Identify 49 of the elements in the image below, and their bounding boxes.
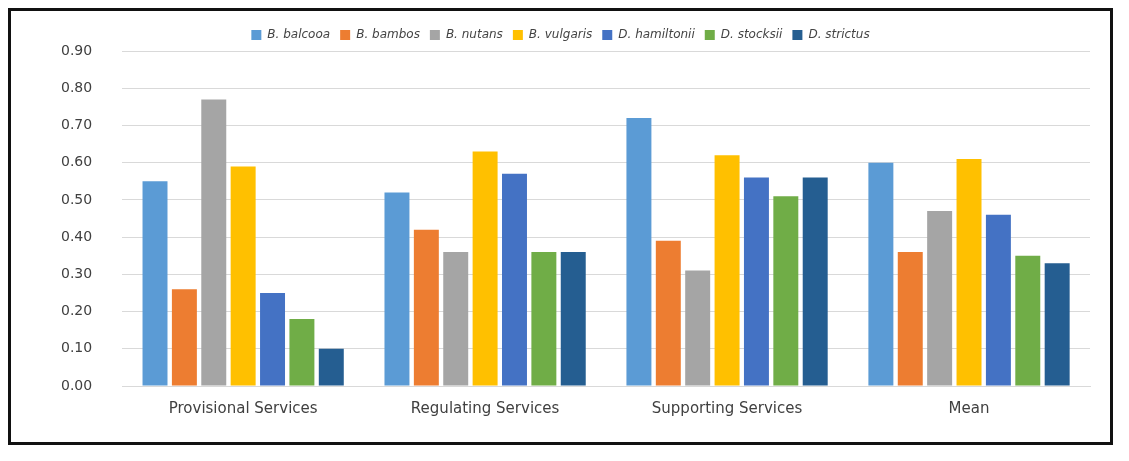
y-tick-label: 0.50 [61,190,93,207]
bar [743,177,769,386]
y-tick-label: 0.30 [61,264,93,281]
x-tick-label: Provisional Services [168,398,318,417]
bar [560,252,586,386]
bar [868,162,894,386]
bar [773,196,799,386]
bar [956,158,982,386]
legend-label: D. stocksii [720,27,784,42]
y-tick-label: 0.20 [61,302,93,319]
bar [289,319,315,386]
x-tick-label: Mean [948,398,990,417]
bar [927,211,953,386]
y-tick-label: 0.40 [61,227,93,244]
y-tick-label: 0.90 [61,41,93,58]
y-tick-label: 0.70 [61,116,93,133]
legend-label: D. strictus [808,27,870,42]
bar [142,181,168,386]
bar [443,252,469,386]
bar [318,348,344,386]
bar [531,252,557,386]
legend-label: B. nutans [445,27,503,42]
x-tick-label: Regulating Services [410,398,560,417]
y-tick-label: 0.10 [61,339,93,356]
y-tick-label: 0.80 [61,78,93,95]
bar [655,240,681,386]
bar [897,252,923,386]
legend-label: B. balcooa [267,27,331,42]
bar [384,192,410,386]
bar [230,166,256,386]
y-tick-label: 0.60 [61,153,93,170]
bar [1015,255,1041,386]
bar [472,151,498,386]
y-tick-label: 0.00 [61,376,93,393]
legend-label: B. vulgaris [528,27,593,42]
x-tick-label: Supporting Services [651,398,803,417]
bar [985,214,1011,386]
bar [413,229,439,386]
bar [1044,263,1070,386]
bar [260,292,286,386]
bar [714,155,740,386]
bar [626,118,652,386]
bar [201,99,227,386]
legend-label: B. bambos [356,27,420,42]
bar [802,177,828,386]
legend-label: D. hamiltonii [618,27,696,42]
bar [685,270,711,386]
bar [171,289,197,386]
bar [502,173,527,386]
